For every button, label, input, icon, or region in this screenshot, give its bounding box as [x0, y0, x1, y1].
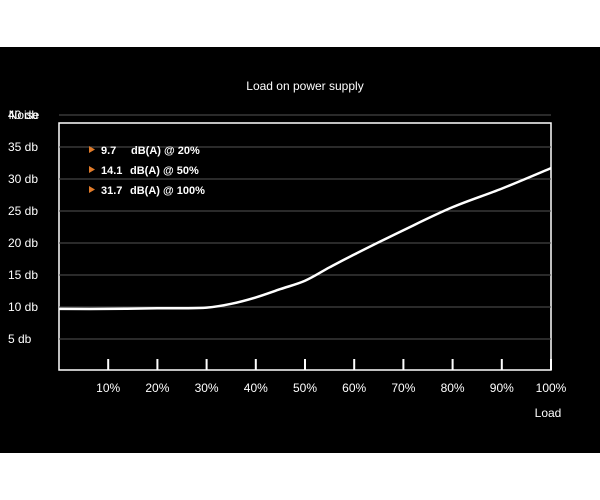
annotation-label: dB(A) @ 50%	[130, 165, 199, 177]
y-tick-label: 40 db	[8, 108, 38, 122]
noise-curve	[58, 166, 552, 311]
x-tick-label: 70%	[391, 381, 415, 395]
x-axis-label: Load	[535, 406, 562, 420]
noise-annotations: 9.7 dB(A) @ 20% 14.1 dB(A) @ 50% 31.7 dB(A) @…	[89, 145, 205, 197]
y-tick-labels: 40 db 35 db 30 db 25 db 20 db 15 db 10 db 5 db	[8, 108, 38, 346]
annotation-marker-icon	[89, 146, 95, 153]
x-tick-label: 100%	[536, 381, 567, 395]
y-tick-label: 35 db	[8, 140, 38, 154]
annotation-marker-icon	[89, 166, 95, 173]
grid-lines	[59, 114, 551, 340]
chart-title: Load on power supply	[246, 79, 363, 93]
annotation-label: dB(A) @ 100%	[130, 185, 205, 197]
annotation-value: 14.1	[101, 165, 122, 177]
annotation-value: 31.7	[101, 185, 122, 197]
annotation-marker-icon	[89, 186, 95, 193]
y-tick-label: 15 db	[8, 268, 38, 282]
x-tick-label: 60%	[342, 381, 366, 395]
x-ticks: 10% 20% 30% 40% 50% 60% 70% 80% 90% 100%	[96, 359, 567, 395]
y-tick-label: 10 db	[8, 300, 38, 314]
annotation-value: 9.7	[101, 145, 116, 157]
y-tick-label: 20 db	[8, 236, 38, 250]
plot-frame	[58, 122, 552, 371]
x-tick-label: 80%	[441, 381, 465, 395]
y-tick-label: 5 db	[8, 332, 32, 346]
y-tick-label: 30 db	[8, 172, 38, 186]
x-tick-label: 30%	[195, 381, 219, 395]
x-tick-label: 50%	[293, 381, 317, 395]
y-tick-label: 25 db	[8, 204, 38, 218]
annotation-label: dB(A) @ 20%	[131, 145, 200, 157]
x-tick-label: 40%	[244, 381, 268, 395]
y-axis-label: Noise	[9, 108, 40, 122]
x-tick-label: 90%	[490, 381, 514, 395]
x-tick-label: 10%	[96, 381, 120, 395]
x-tick-label: 20%	[145, 381, 169, 395]
